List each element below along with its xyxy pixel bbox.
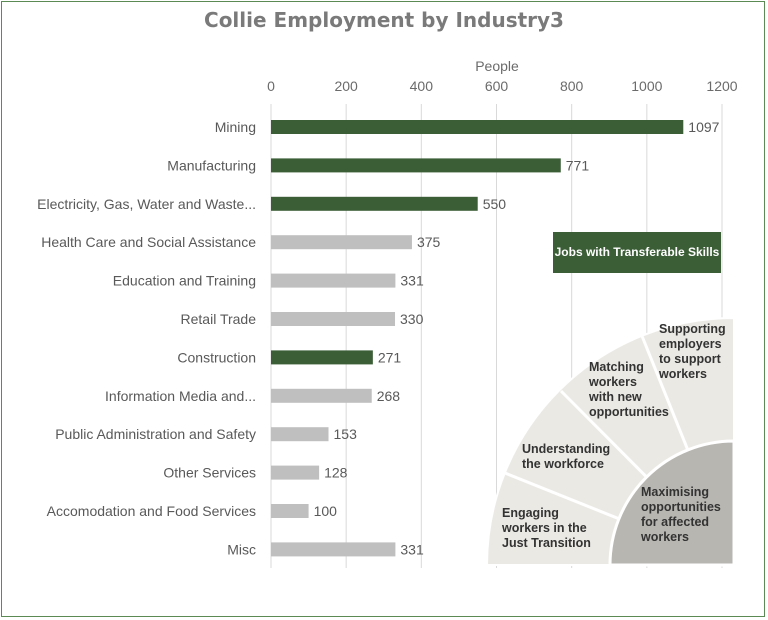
value-label: 331 <box>400 541 424 557</box>
category-label: Information Media and... <box>105 388 256 404</box>
category-label: Misc <box>227 541 256 557</box>
bar-11 <box>271 542 396 557</box>
bar-9 <box>271 465 320 480</box>
value-label: 128 <box>324 465 348 481</box>
bar-4 <box>271 273 396 288</box>
x-tick-label: 1200 <box>706 78 737 94</box>
category-label: Accomodation and Food Services <box>47 503 256 519</box>
x-tick-label: 800 <box>560 78 584 94</box>
bar-8 <box>271 427 329 442</box>
x-tick-label: 0 <box>267 78 275 94</box>
chart-title: Collie Employment by Industry3 <box>204 8 564 32</box>
bar-5 <box>271 312 396 326</box>
fan-label-center: Maximising opportunities for affected wo… <box>640 485 724 544</box>
value-label: 375 <box>417 234 441 250</box>
category-label: Manufacturing <box>167 157 256 173</box>
category-label: Retail Trade <box>181 311 257 327</box>
category-label: Health Care and Social Assistance <box>41 234 256 250</box>
fan-diagram: Engaging workers in the Just Transition … <box>485 316 736 567</box>
bar-10 <box>271 504 309 518</box>
x-tick-label: 400 <box>410 78 434 94</box>
bar-0 <box>271 120 684 134</box>
x-tick-label: 600 <box>485 78 509 94</box>
value-label: 331 <box>400 273 424 289</box>
category-label: Electricity, Gas, Water and Waste... <box>37 196 256 212</box>
x-axis-title: People <box>475 58 519 74</box>
category-label: Construction <box>177 349 256 365</box>
value-label: 771 <box>566 157 590 173</box>
value-label: 330 <box>400 311 424 327</box>
bar-6 <box>271 350 373 365</box>
value-label: 268 <box>377 388 401 404</box>
category-label: Other Services <box>163 465 256 481</box>
value-label: 550 <box>483 196 507 212</box>
bar-2 <box>271 196 478 211</box>
fan-label-engaging: Engaging workers in the Just Transition <box>501 506 591 550</box>
category-label: Public Administration and Safety <box>55 426 256 442</box>
value-label: 100 <box>314 503 338 519</box>
value-label: 271 <box>378 349 402 365</box>
bar-3 <box>271 235 412 250</box>
fan-center-segment <box>608 439 736 567</box>
fan-label-matching: Matching workers with new opportunities <box>588 360 669 419</box>
fan-label-supporting: Supporting employers to support workers <box>658 322 729 381</box>
x-tick-label: 1000 <box>631 78 662 94</box>
bar-1 <box>271 158 561 173</box>
value-label: 1097 <box>688 119 719 135</box>
value-label: 153 <box>334 426 358 442</box>
bars: Mining 1097 Manufacturing 771 Electricity, G… <box>37 119 720 557</box>
bar-7 <box>271 388 372 403</box>
category-label: Education and Training <box>113 273 256 289</box>
category-label: Mining <box>215 119 256 135</box>
x-axis: 0 200 400 600 800 1000 1200 <box>267 78 738 94</box>
legend-transferable-skills: Jobs with Transferable Skills <box>553 232 721 273</box>
x-tick-label: 200 <box>334 78 358 94</box>
fan-label-understanding: Understanding the workforce <box>522 442 614 471</box>
